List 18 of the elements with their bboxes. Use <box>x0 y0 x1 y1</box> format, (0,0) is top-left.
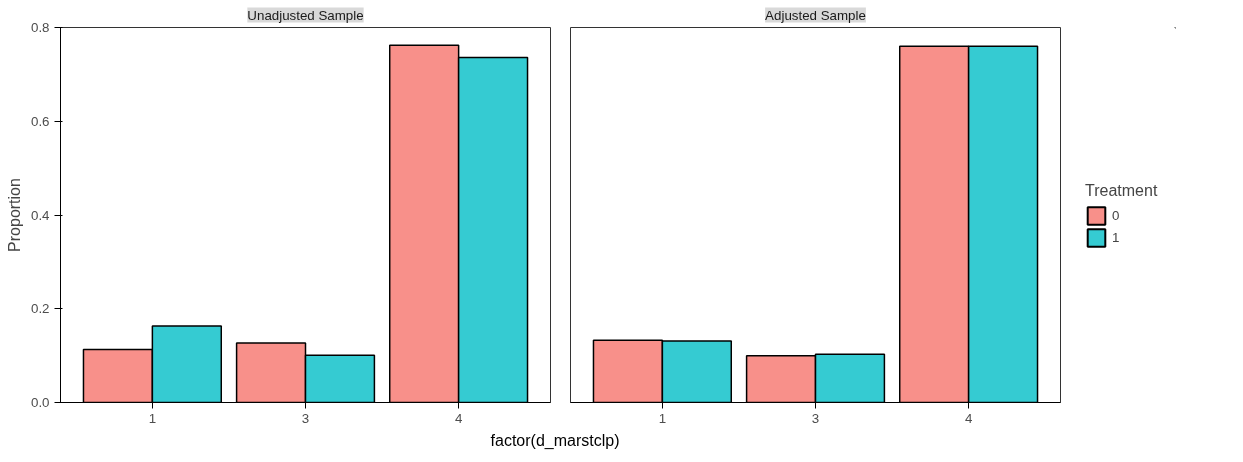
y-tick-label: 0.2 <box>30 301 50 317</box>
chart-title: Unadjusted Sample <box>247 7 364 23</box>
y-axis-title: Proportion <box>5 178 23 252</box>
y-tick-label: 0.6 <box>30 113 50 129</box>
x-tick-label: 1 <box>148 410 157 426</box>
chart-title: Adjusted Sample <box>765 7 866 23</box>
legend-label: 0 <box>1112 207 1121 223</box>
x-tick-label: 4 <box>964 410 973 426</box>
x-axis-title: factor(d_marstclp) <box>490 431 620 451</box>
y-tick-label: 0.4 <box>30 207 51 223</box>
y-tick-label: 0.8 <box>30 20 50 35</box>
y-tick-label: 0.0 <box>30 395 50 410</box>
legend-title: Treatment <box>1085 181 1158 199</box>
legend-label: 1 <box>1112 229 1121 245</box>
x-tick-label: 3 <box>301 410 310 426</box>
x-tick-label: 1 <box>658 410 667 426</box>
x-tick-label: 4 <box>454 410 463 426</box>
x-tick-label: 3 <box>811 410 820 426</box>
